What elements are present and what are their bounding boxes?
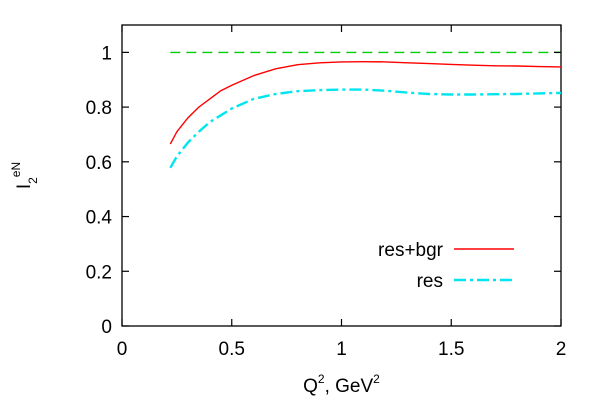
legend: res+bgr res [378,240,514,292]
x-tick-label: 2 [556,339,567,360]
y-tick-label: 0.4 [86,208,113,229]
x-tick-label: 1 [336,339,347,360]
x-tick-label: 0.5 [219,339,245,360]
ticks-group: 0 0.5 1 1.5 2 0 0.2 0.4 0.6 0.8 1 [86,25,567,360]
series-line-res-bgr [169,60,562,145]
y-tick-label: 1 [101,43,112,64]
y-tick-label: 0.6 [86,153,112,174]
legend-label: res [417,271,443,292]
series-line-res [169,88,562,169]
x-axis-title: Q2, GeV2 [303,372,380,397]
series-group [169,51,562,169]
x-tick-label: 0 [117,339,128,360]
y-tick-label: 0 [101,317,112,338]
x-tick-label: 1.5 [438,339,464,360]
y-axis-title: I2eN [9,162,40,189]
legend-label: res+bgr [378,240,444,261]
y-tick-label: 0.2 [86,262,112,283]
y-tick-label: 0.8 [86,98,112,119]
